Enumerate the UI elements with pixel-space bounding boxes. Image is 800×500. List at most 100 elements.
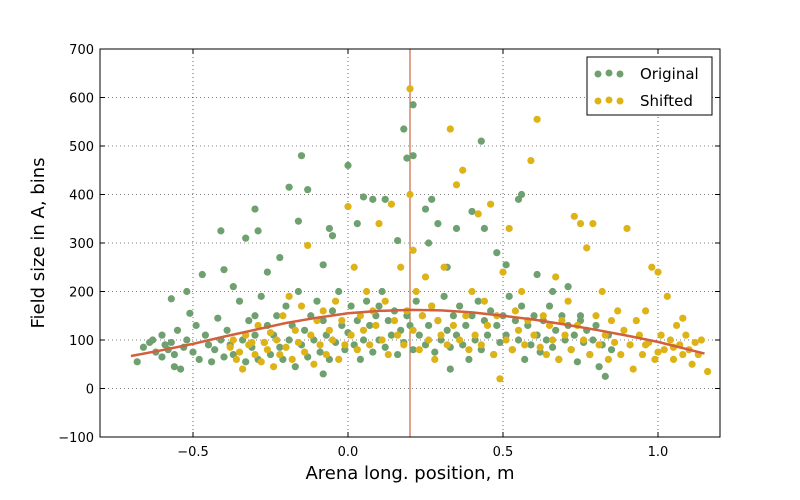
data-point-original <box>316 348 324 356</box>
data-point-original <box>328 232 337 240</box>
data-point-shifted <box>381 297 389 305</box>
data-point-original <box>254 227 262 235</box>
data-point-original <box>325 224 333 233</box>
data-point-shifted <box>682 331 690 339</box>
data-point-shifted <box>576 220 585 228</box>
data-point-shifted <box>335 355 343 363</box>
data-point-original <box>462 321 470 330</box>
data-point-original <box>493 249 501 257</box>
x-axis-label: Arena long. position, m <box>305 463 514 484</box>
data-point-original <box>282 302 290 310</box>
data-point-original <box>158 331 166 339</box>
data-point-original <box>434 220 442 228</box>
y-tick-label: 400 <box>69 189 94 204</box>
data-point-shifted <box>297 302 306 310</box>
data-point-shifted <box>456 336 464 344</box>
data-point-shifted <box>564 297 572 305</box>
data-point-original <box>552 326 560 334</box>
data-point-original <box>356 355 364 363</box>
data-point-shifted <box>372 321 380 330</box>
data-point-original <box>251 205 259 213</box>
data-point-shifted <box>614 307 622 315</box>
data-point-shifted <box>406 85 414 93</box>
data-point-original <box>285 336 293 344</box>
data-point-original <box>158 353 166 361</box>
data-point-original <box>186 309 194 317</box>
y-axis-label: Field size in A, bins <box>28 158 49 329</box>
data-point-original <box>366 321 374 330</box>
data-point-shifted <box>601 331 609 339</box>
y-tick-label: −100 <box>58 431 94 446</box>
data-point-shifted <box>474 210 482 218</box>
data-point-shifted <box>263 346 271 354</box>
data-point-original <box>381 343 389 351</box>
data-point-original <box>183 287 191 296</box>
data-point-shifted <box>307 331 315 339</box>
legend-item-shifted: Shifted <box>594 92 693 110</box>
data-point-shifted <box>589 220 597 228</box>
scatter-points <box>133 85 712 383</box>
data-point-original <box>167 295 175 303</box>
data-point-original <box>214 314 222 322</box>
data-point-shifted <box>496 375 504 383</box>
data-point-original <box>291 363 299 371</box>
data-point-original <box>415 331 423 339</box>
data-point-shifted <box>505 224 513 233</box>
data-point-shifted <box>586 350 594 359</box>
data-point-shifted <box>350 263 358 271</box>
data-point-shifted <box>642 341 650 349</box>
data-point-original <box>359 193 368 201</box>
data-point-shifted <box>325 326 333 334</box>
data-point-shifted <box>251 350 259 359</box>
data-point-original <box>201 331 209 339</box>
data-point-original <box>133 358 141 366</box>
data-point-original <box>173 326 182 334</box>
data-point-original <box>285 183 293 191</box>
data-point-shifted <box>583 244 591 252</box>
data-point-original <box>409 101 417 109</box>
data-point-shifted <box>483 321 492 330</box>
data-point-shifted <box>332 297 340 305</box>
y-tick-label: 500 <box>69 140 94 155</box>
data-point-original <box>483 331 492 339</box>
legend-box <box>586 56 713 116</box>
x-tick-label: 1.0 <box>648 445 669 460</box>
data-point-shifted <box>487 200 495 208</box>
data-point-shifted <box>688 360 696 368</box>
data-point-shifted <box>679 350 687 359</box>
data-point-original <box>294 217 302 225</box>
data-point-shifted <box>452 181 461 189</box>
data-point-original <box>518 190 526 199</box>
data-point-shifted <box>552 273 560 281</box>
data-point-original <box>530 312 538 320</box>
data-point-original <box>412 297 420 305</box>
legend-marker-shifted <box>605 96 613 104</box>
data-point-original <box>570 331 578 339</box>
data-point-shifted <box>607 317 616 325</box>
data-point-original <box>421 205 430 213</box>
data-point-shifted <box>270 363 278 371</box>
data-point-shifted <box>499 268 507 276</box>
data-point-shifted <box>356 312 364 320</box>
data-point-shifted <box>239 365 247 373</box>
y-tick-label: 100 <box>69 334 94 349</box>
data-point-original <box>394 350 402 359</box>
data-point-shifted <box>514 326 523 334</box>
data-point-original <box>456 302 464 310</box>
data-point-original <box>251 312 259 320</box>
data-point-original <box>545 302 554 310</box>
data-point-shifted <box>620 326 628 334</box>
data-point-original <box>431 348 439 356</box>
data-point-original <box>496 338 504 347</box>
data-point-original <box>511 317 519 325</box>
data-point-shifted <box>353 346 361 354</box>
data-point-original <box>319 370 327 378</box>
data-point-original <box>549 343 557 351</box>
data-point-shifted <box>400 341 408 349</box>
data-point-shifted <box>415 346 423 354</box>
data-point-original <box>347 302 355 310</box>
data-point-shifted <box>248 338 256 347</box>
data-point-shifted <box>642 307 650 315</box>
data-point-original <box>589 336 597 344</box>
legend-item-original: Original <box>594 65 699 83</box>
